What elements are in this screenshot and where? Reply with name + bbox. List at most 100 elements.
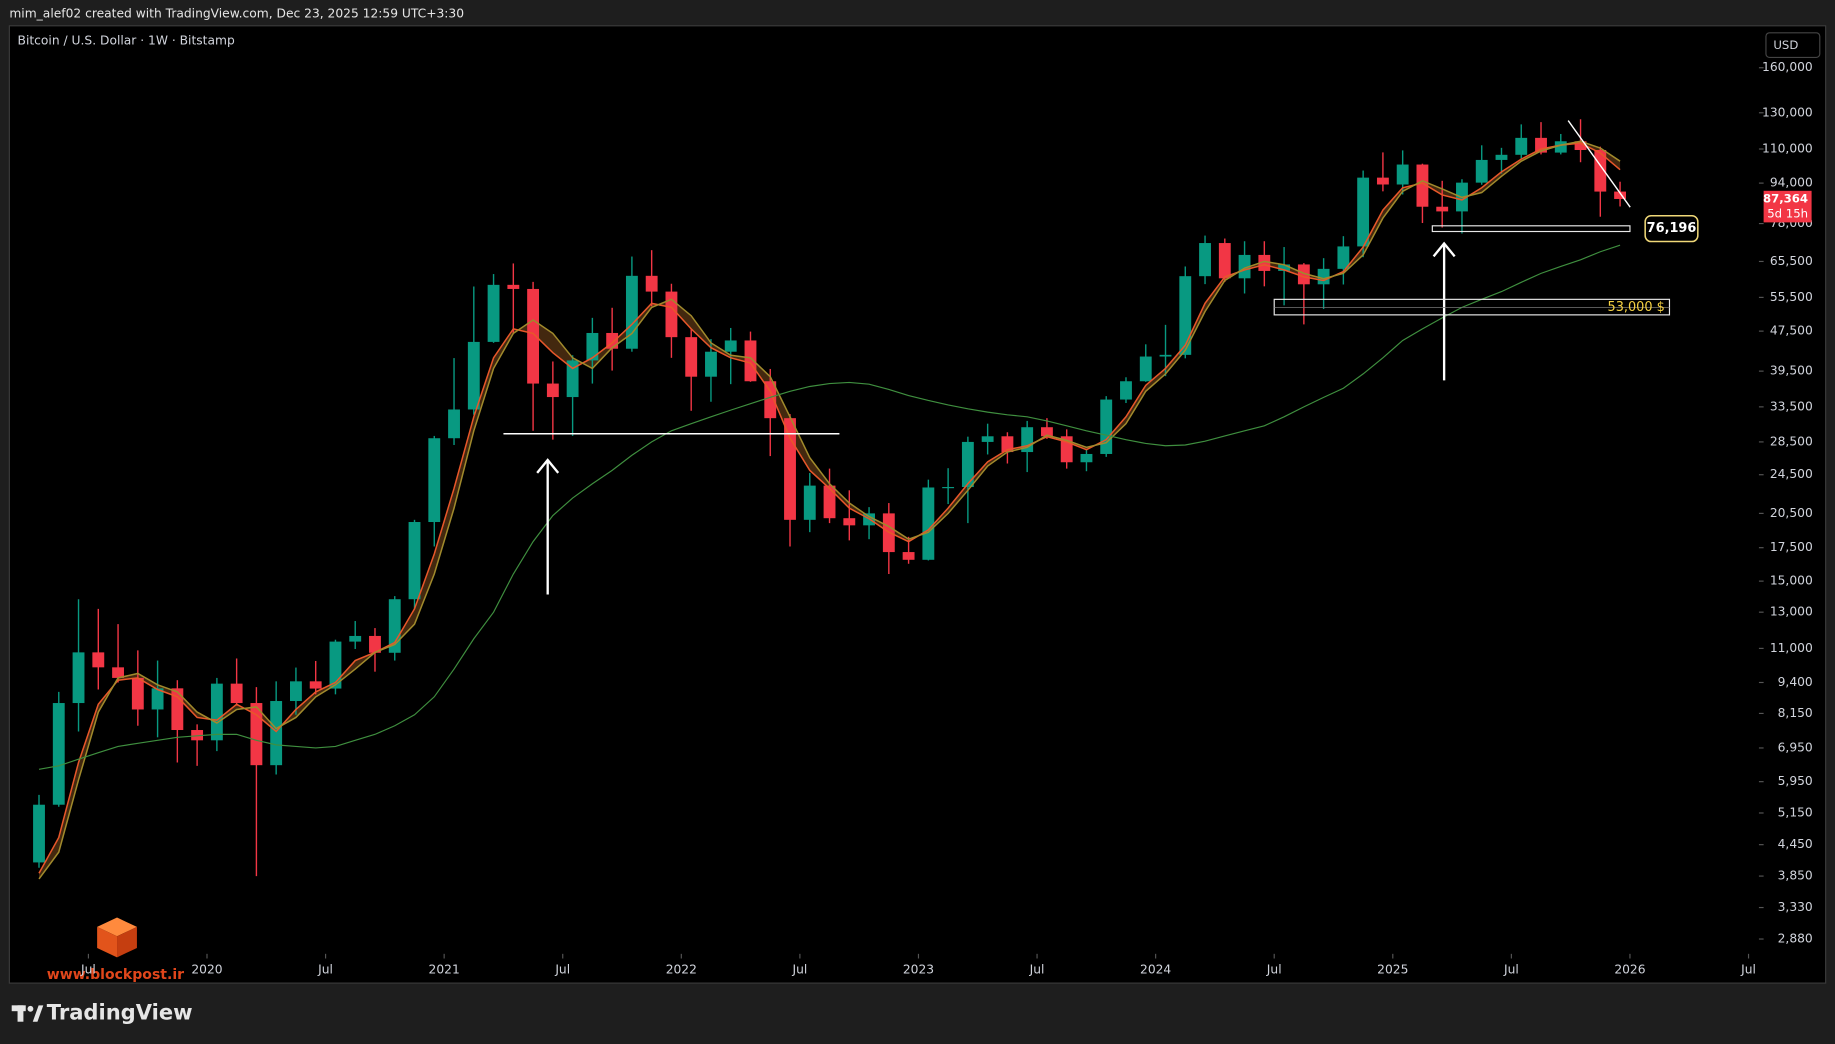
candle-body <box>705 351 717 377</box>
candle-body <box>843 518 856 526</box>
plot-area <box>33 119 1626 880</box>
candle-body <box>902 552 915 560</box>
x-tick-label: 2021 <box>429 963 460 977</box>
candle-body <box>1041 427 1053 437</box>
candle-body <box>1179 276 1192 355</box>
candle-body <box>428 438 441 523</box>
chart-frame <box>8 25 1827 984</box>
candle-body <box>151 688 164 710</box>
x-tick-label: 2024 <box>1140 963 1171 977</box>
candle-body <box>1614 191 1626 199</box>
x-tick-label: Jul <box>1740 963 1756 977</box>
x-tick-label: Jul <box>554 963 570 977</box>
x-tick-label: Jul <box>1029 963 1045 977</box>
y-tick-label: 55,500 <box>1770 290 1813 304</box>
x-tick-label: 2025 <box>1377 963 1408 977</box>
candle-body <box>290 681 302 702</box>
candle-body <box>1159 354 1172 357</box>
y-tick-label: 3,850 <box>1778 869 1813 883</box>
candle-body <box>507 284 520 289</box>
currency-button[interactable] <box>1765 32 1821 58</box>
y-tick-label: 8,150 <box>1778 706 1813 720</box>
level-label: 53,000 $ <box>1608 300 1665 315</box>
candle-body <box>250 703 263 766</box>
y-tick-label: 130,000 <box>1762 105 1813 119</box>
candle-body <box>1376 177 1389 185</box>
candle-body <box>645 275 658 292</box>
x-tick-label: 2020 <box>191 963 222 977</box>
y-tick-label: 5,150 <box>1778 805 1813 819</box>
candle-body <box>1317 268 1330 285</box>
y-tick-label: 3,330 <box>1778 900 1813 914</box>
candle-body <box>1021 427 1034 453</box>
candle-body <box>230 683 243 704</box>
candle-body <box>408 522 421 600</box>
candle-body <box>803 485 816 520</box>
candle-body <box>1100 399 1113 454</box>
y-tick-label: 65,500 <box>1770 254 1813 268</box>
candle-body <box>52 703 65 805</box>
level-label: 76,196 <box>1647 221 1697 236</box>
candle-body <box>823 485 836 519</box>
arrow-head <box>1432 241 1456 258</box>
candle-body <box>606 332 619 349</box>
candle-body <box>665 291 678 338</box>
symbol-title: Bitcoin / U.S. Dollar · 1W · Bitstamp <box>18 34 235 48</box>
currency-label[interactable]: USD <box>1773 38 1798 52</box>
candle-body <box>1218 243 1231 279</box>
candle-body <box>1060 436 1073 463</box>
x-tick-label: 2023 <box>903 963 934 977</box>
y-tick-label: 13,000 <box>1770 605 1813 619</box>
candle-body <box>171 688 184 731</box>
last-price-box <box>1763 190 1812 223</box>
candle-body <box>33 804 45 863</box>
x-tick-label: 2026 <box>1614 963 1645 977</box>
x-tick-label: 2022 <box>666 963 697 977</box>
candle-body <box>349 635 362 642</box>
candle-body <box>586 332 599 361</box>
candle-body <box>329 641 342 689</box>
candle-body <box>685 337 698 377</box>
candle-body <box>1357 177 1370 247</box>
y-tick-label: 24,500 <box>1770 467 1813 481</box>
candle-body <box>724 340 737 352</box>
last-price: 87,364 <box>1763 191 1808 205</box>
candle-body <box>1297 264 1310 285</box>
x-tick-label: Jul <box>317 963 333 977</box>
x-tick-label: Jul <box>1503 963 1519 977</box>
y-tick-label: 15,000 <box>1770 574 1813 588</box>
y-tick-label: 17,500 <box>1770 540 1813 554</box>
y-tick-label: 11,000 <box>1770 641 1813 655</box>
candle-body <box>1337 246 1350 269</box>
y-tick-label: 160,000 <box>1762 60 1813 74</box>
y-tick-label: 39,500 <box>1770 364 1813 378</box>
y-tick-label: 2,880 <box>1778 932 1813 946</box>
candle-body <box>131 677 144 710</box>
candle-body <box>922 487 935 560</box>
candle-body <box>566 360 579 398</box>
y-tick-label: 47,500 <box>1770 324 1813 338</box>
candle-body <box>1278 264 1291 271</box>
y-tick-label: 28,500 <box>1770 434 1813 448</box>
candle-body <box>388 599 401 653</box>
author-line: mim_alef02 created with TradingView.com,… <box>9 7 464 21</box>
candle-body <box>1594 150 1607 192</box>
candle-body <box>1416 164 1429 207</box>
level-label-box <box>1644 215 1699 243</box>
candle-body <box>1535 137 1547 153</box>
candle-body <box>1554 141 1567 153</box>
candle-body <box>210 683 223 741</box>
candle-body <box>1001 436 1014 453</box>
candle-body <box>942 487 955 489</box>
moving-average <box>38 142 1621 874</box>
candle-body <box>1475 159 1488 183</box>
y-tick-label: 5,950 <box>1778 774 1813 788</box>
candle-body <box>1495 154 1508 160</box>
candle-body <box>1139 356 1152 382</box>
y-tick-label: 33,500 <box>1770 399 1813 413</box>
overlay: 76,196 53,000 $ <box>503 120 1699 595</box>
candle-body <box>546 383 559 398</box>
candle-body <box>448 409 460 439</box>
x-tick-label: Jul <box>80 963 96 977</box>
